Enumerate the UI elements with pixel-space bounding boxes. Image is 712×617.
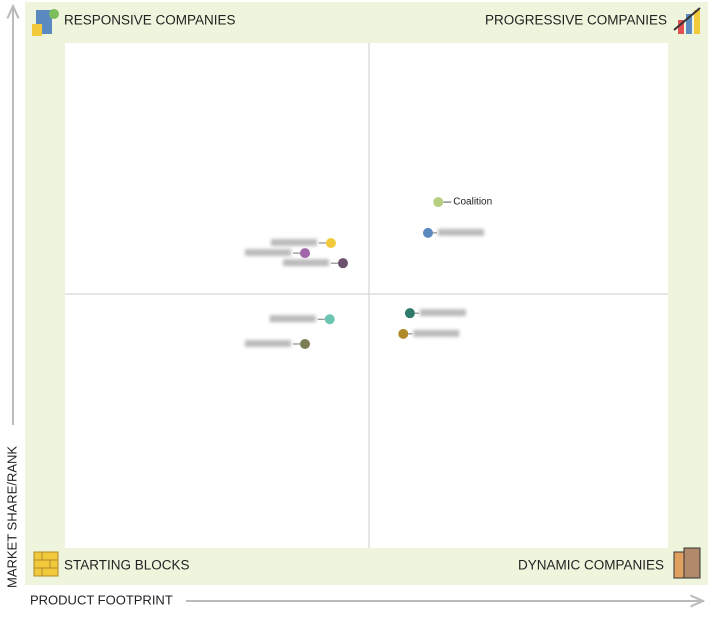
point-label: Coalition bbox=[453, 197, 492, 208]
blurred-label bbox=[244, 249, 291, 257]
point bbox=[404, 308, 415, 319]
blurred-label bbox=[438, 228, 485, 236]
point bbox=[299, 248, 310, 259]
blurred-label bbox=[244, 339, 291, 347]
point bbox=[299, 338, 310, 349]
quadrant-label: STARTING BLOCKS bbox=[64, 558, 190, 573]
icon-responsive bbox=[32, 9, 59, 36]
point bbox=[337, 258, 348, 269]
blurred-label bbox=[282, 259, 329, 267]
blurred-label bbox=[419, 309, 466, 317]
icon-progressive bbox=[673, 7, 701, 34]
quadrant-label: RESPONSIVE COMPANIES bbox=[64, 13, 236, 28]
y-axis-label: MARKET SHARE/RANK bbox=[4, 446, 19, 588]
point bbox=[325, 237, 336, 248]
blurred-label bbox=[269, 315, 316, 323]
icon-starting bbox=[33, 551, 59, 577]
point bbox=[398, 328, 409, 339]
blurred-label bbox=[270, 238, 317, 246]
point bbox=[423, 227, 434, 238]
blurred-label bbox=[413, 329, 460, 337]
point bbox=[324, 314, 335, 325]
quadrant-label: DYNAMIC COMPANIES bbox=[518, 558, 664, 573]
x-axis-label: PRODUCT FOOTPRINT bbox=[30, 592, 173, 607]
quadrant-label: PROGRESSIVE COMPANIES bbox=[485, 13, 667, 28]
plot-area bbox=[65, 43, 668, 548]
point bbox=[433, 197, 444, 208]
icon-dynamic bbox=[673, 547, 701, 579]
